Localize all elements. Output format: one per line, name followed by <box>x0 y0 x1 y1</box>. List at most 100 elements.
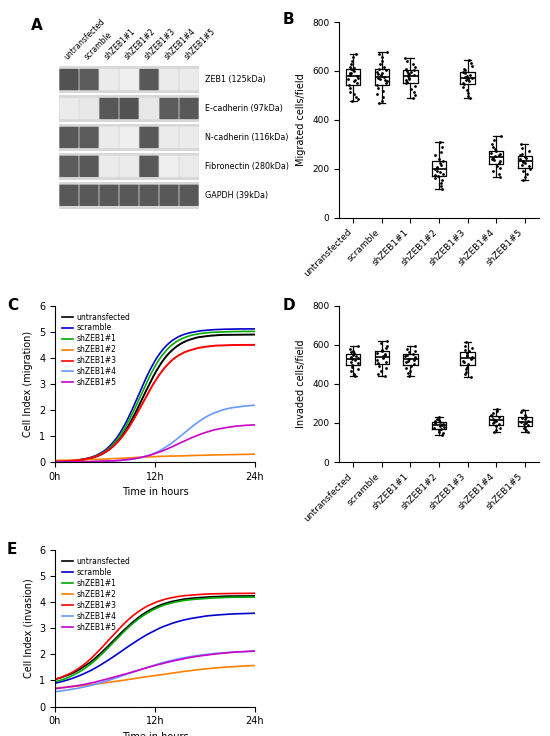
Point <box>402 74 410 86</box>
Point <box>489 407 498 419</box>
FancyBboxPatch shape <box>179 69 199 91</box>
Point <box>524 420 532 431</box>
Text: shZEB1#2: shZEB1#2 <box>123 26 157 61</box>
Text: shZEB1#1: shZEB1#1 <box>103 26 137 61</box>
FancyBboxPatch shape <box>179 127 199 148</box>
Point <box>375 97 383 109</box>
Point <box>345 86 354 98</box>
Point <box>375 360 383 372</box>
Point <box>492 145 500 157</box>
Point <box>379 71 388 82</box>
Point <box>410 79 419 91</box>
Point <box>491 144 500 155</box>
Point <box>431 169 439 181</box>
Point <box>346 63 355 75</box>
FancyBboxPatch shape <box>119 155 139 177</box>
Point <box>437 174 446 186</box>
Bar <box>59 153 199 180</box>
FancyBboxPatch shape <box>79 127 98 148</box>
Point <box>490 155 499 166</box>
Point <box>402 356 411 368</box>
Point <box>434 153 443 165</box>
Point <box>496 130 505 141</box>
Point <box>519 405 527 417</box>
Point <box>435 425 444 437</box>
Point <box>409 58 417 70</box>
Point <box>518 148 527 160</box>
Text: ZEB1 (125kDa): ZEB1 (125kDa) <box>205 75 266 84</box>
Point <box>430 163 439 175</box>
FancyBboxPatch shape <box>119 98 139 119</box>
FancyBboxPatch shape <box>179 98 199 119</box>
Point <box>381 349 389 361</box>
Point <box>488 166 497 177</box>
Point <box>346 352 355 364</box>
Point <box>354 93 362 105</box>
FancyBboxPatch shape <box>179 185 199 206</box>
Point <box>406 360 415 372</box>
Point <box>348 353 356 365</box>
Point <box>374 49 383 60</box>
Point <box>431 149 439 161</box>
Point <box>409 347 417 359</box>
Point <box>410 352 419 364</box>
FancyBboxPatch shape <box>119 69 139 91</box>
Point <box>373 68 382 79</box>
Point <box>410 344 419 356</box>
Point <box>521 411 530 422</box>
Point <box>376 58 384 70</box>
Point <box>520 151 529 163</box>
Point <box>405 72 414 84</box>
Point <box>382 362 390 374</box>
Point <box>437 429 446 441</box>
Point <box>430 417 439 429</box>
Point <box>350 75 359 87</box>
Point <box>433 165 442 177</box>
Point <box>518 412 526 424</box>
Point <box>466 353 475 365</box>
Point <box>350 62 359 74</box>
Point <box>377 67 386 79</box>
Text: scramble: scramble <box>82 30 114 61</box>
Point <box>401 350 410 362</box>
FancyBboxPatch shape <box>100 185 119 206</box>
Point <box>489 141 498 152</box>
FancyBboxPatch shape <box>119 127 139 148</box>
Point <box>346 58 355 70</box>
Point <box>346 351 355 363</box>
FancyBboxPatch shape <box>79 155 98 177</box>
Point <box>466 93 475 105</box>
Point <box>525 163 534 174</box>
Point <box>383 340 392 352</box>
Point <box>460 71 469 82</box>
Text: Fibronectin (280kDa): Fibronectin (280kDa) <box>205 162 289 171</box>
Point <box>518 159 526 171</box>
Point <box>489 413 498 425</box>
Point <box>436 158 445 169</box>
Point <box>403 343 411 355</box>
Point <box>437 177 446 189</box>
Point <box>437 146 446 158</box>
Point <box>525 145 533 157</box>
Point <box>377 69 386 81</box>
Point <box>352 48 361 60</box>
Point <box>346 355 355 367</box>
Point <box>382 65 390 77</box>
Point <box>405 369 414 381</box>
Text: A: A <box>31 18 43 33</box>
Point <box>382 355 390 367</box>
Point <box>434 424 443 436</box>
Point <box>404 355 413 367</box>
Point <box>463 90 472 102</box>
Point <box>493 405 502 417</box>
FancyBboxPatch shape <box>139 155 158 177</box>
Point <box>490 416 499 428</box>
Point <box>520 409 529 421</box>
Point <box>379 351 388 363</box>
Point <box>410 86 419 98</box>
Point <box>382 75 391 87</box>
Point <box>516 138 525 150</box>
Point <box>377 345 386 357</box>
FancyBboxPatch shape <box>79 98 98 119</box>
Point <box>496 148 504 160</box>
